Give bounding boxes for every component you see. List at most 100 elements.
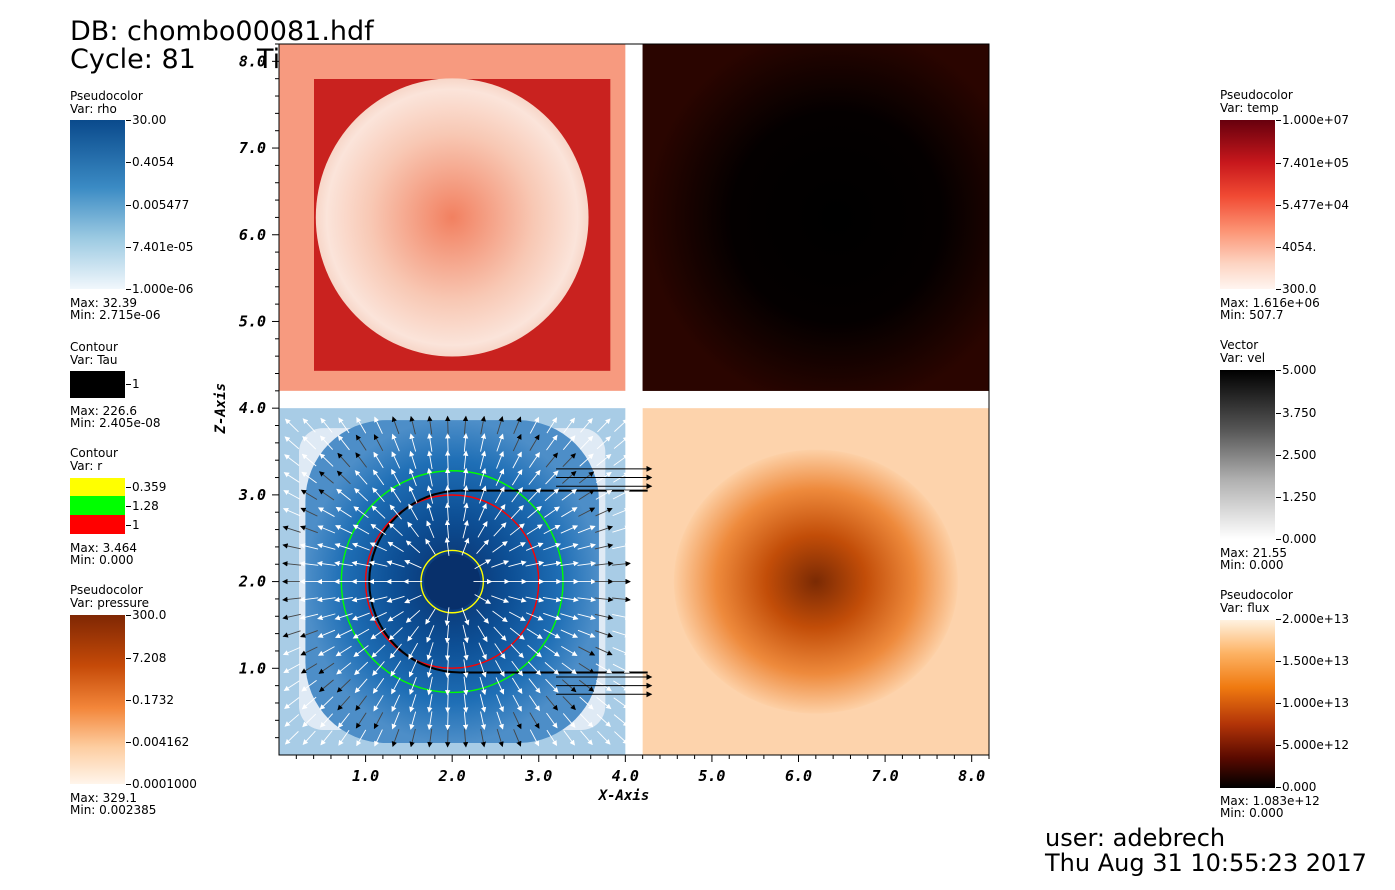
velocity-arrow bbox=[496, 433, 504, 452]
velocity-arrow bbox=[529, 729, 540, 747]
legend-r-tick: 1 bbox=[126, 518, 140, 532]
velocity-arrow bbox=[492, 610, 508, 623]
velocity-arrow bbox=[317, 646, 335, 656]
velocity-arrow bbox=[336, 679, 351, 693]
legend-r: Contour Var: r 0.359 1.28 1 Max: 3.464 M… bbox=[70, 447, 230, 572]
velocity-arrow bbox=[426, 676, 433, 696]
velocity-arrow bbox=[445, 432, 451, 452]
legend-rho-max: Max: 32.39 bbox=[70, 296, 138, 310]
panel-pressure-blob bbox=[673, 449, 958, 714]
velocity-arrow bbox=[544, 488, 560, 502]
velocity-arrow bbox=[334, 542, 353, 551]
velocity-arrow bbox=[282, 543, 301, 550]
velocity-arrow bbox=[319, 435, 333, 450]
velocity-arrow bbox=[373, 695, 384, 712]
velocity-arrow bbox=[462, 693, 469, 713]
velocity-arrow bbox=[355, 434, 367, 451]
velocity-arrow bbox=[282, 613, 301, 620]
velocity-arrow bbox=[335, 525, 353, 534]
velocity-arrow bbox=[477, 625, 488, 643]
velocity-arrow bbox=[545, 452, 559, 468]
velocity-arrow bbox=[612, 630, 631, 638]
velocity-arrow bbox=[386, 560, 405, 568]
velocity-arrow bbox=[479, 694, 487, 713]
velocity-arrow bbox=[580, 418, 593, 433]
velocity-arrow bbox=[529, 451, 540, 468]
velocity-arrow bbox=[374, 416, 383, 434]
velocity-arrow bbox=[284, 697, 300, 709]
velocity-arrow bbox=[526, 628, 543, 639]
velocity-arrow bbox=[426, 659, 434, 678]
velocity-arrow bbox=[444, 676, 451, 696]
velocity-arrow bbox=[352, 612, 370, 621]
velocity-arrow bbox=[299, 613, 319, 620]
velocity-arrow bbox=[371, 505, 386, 519]
velocity-arrow bbox=[353, 506, 369, 519]
velocity-arrow bbox=[373, 712, 384, 730]
velocity-arrow bbox=[426, 485, 434, 504]
velocity-arrow bbox=[478, 503, 487, 521]
velocity-arrow bbox=[461, 537, 470, 556]
velocity-arrow bbox=[480, 728, 486, 748]
velocity-arrow bbox=[544, 645, 560, 657]
velocity-arrow bbox=[283, 472, 300, 483]
legend-r-swatch-red bbox=[70, 515, 125, 534]
legend-pressure-tick: 0.1732 bbox=[126, 693, 174, 707]
velocity-arrow bbox=[509, 627, 525, 640]
legend-tau-type: Contour bbox=[70, 340, 118, 354]
velocity-arrow bbox=[427, 433, 433, 452]
velocity-arrow bbox=[425, 538, 436, 555]
legend-flux-colorbar bbox=[1220, 620, 1275, 788]
velocity-arrow bbox=[391, 694, 401, 712]
velocity-arrow bbox=[508, 596, 527, 603]
velocity-arrow bbox=[543, 524, 561, 535]
x-axis-label: X-Axis bbox=[598, 788, 650, 804]
velocity-arrow bbox=[463, 659, 469, 679]
velocity-arrow bbox=[337, 435, 350, 451]
velocity-arrow bbox=[579, 435, 594, 450]
legend-temp: Pseudocolor Var: temp 1.000e+07 7.401e+0… bbox=[1220, 89, 1390, 324]
velocity-arrow bbox=[578, 663, 595, 674]
velocity-arrow bbox=[546, 712, 558, 729]
legend-tau-max: Max: 226.6 bbox=[70, 404, 138, 418]
velocity-arrow bbox=[595, 489, 613, 500]
velocity-arrow bbox=[352, 542, 370, 551]
velocity-arrow bbox=[318, 471, 334, 484]
legend-pressure-tick: 0.0001000 bbox=[126, 777, 197, 791]
velocity-arrow bbox=[444, 659, 451, 679]
velocity-arrow bbox=[596, 454, 612, 467]
velocity-arrow bbox=[546, 434, 558, 451]
velocity-arrow bbox=[596, 436, 611, 450]
velocity-arrow bbox=[545, 678, 559, 693]
velocity-arrow bbox=[543, 612, 562, 621]
velocity-arrow bbox=[300, 489, 318, 500]
velocity-arrow bbox=[354, 678, 368, 694]
velocity-arrow bbox=[316, 560, 336, 567]
velocity-arrow bbox=[496, 711, 504, 730]
velocity-arrow bbox=[463, 676, 469, 696]
velocity-arrow bbox=[513, 729, 522, 747]
velocity-arrow bbox=[283, 490, 301, 500]
velocity-arrow bbox=[479, 676, 487, 696]
velocity-arrow bbox=[445, 711, 451, 731]
velocity-arrow bbox=[371, 644, 386, 658]
velocity-arrow bbox=[336, 662, 352, 675]
legend-pressure-min: Min: 0.002385 bbox=[70, 803, 157, 817]
velocity-arrow bbox=[463, 502, 469, 522]
velocity-arrow bbox=[480, 433, 487, 452]
velocity-arrow bbox=[283, 680, 300, 692]
velocity-arrow bbox=[545, 470, 559, 485]
velocity-arrow bbox=[317, 613, 336, 621]
velocity-arrow bbox=[388, 627, 403, 641]
velocity-arrow bbox=[409, 450, 417, 469]
velocity-arrow bbox=[597, 730, 611, 745]
velocity-arrow bbox=[405, 609, 421, 623]
velocity-arrow bbox=[387, 611, 404, 622]
velocity-arrow bbox=[579, 696, 594, 710]
velocity-arrow bbox=[480, 415, 486, 435]
velocity-arrow bbox=[594, 613, 614, 620]
velocity-arrow bbox=[545, 695, 559, 711]
velocity-arrow bbox=[356, 729, 367, 747]
legend-flux-type: Pseudocolor bbox=[1220, 588, 1293, 602]
legend-pressure-max: Max: 329.1 bbox=[70, 791, 138, 805]
